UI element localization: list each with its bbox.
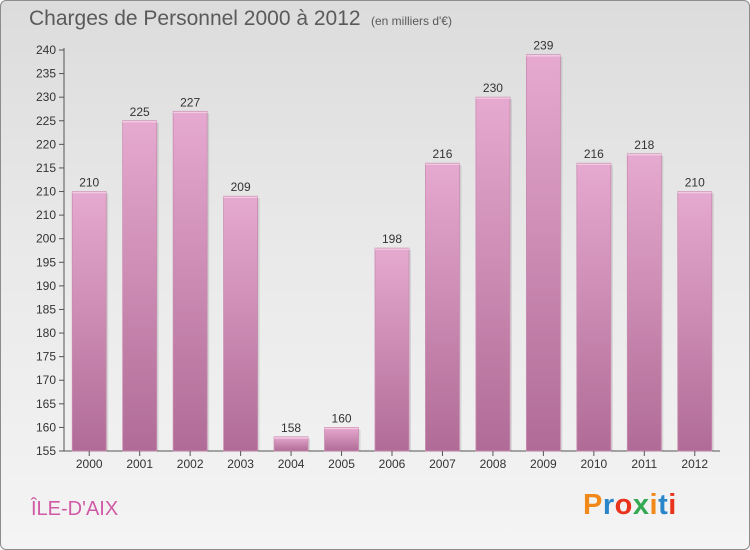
bar	[122, 120, 158, 452]
x-tick-label: 2003	[227, 457, 254, 471]
x-tick-label: 2007	[429, 457, 456, 471]
y-tick-label: 185	[36, 302, 56, 316]
x-tick-label: 2000	[76, 457, 103, 471]
bar	[475, 96, 511, 452]
y-tick-label: 190	[36, 279, 56, 293]
logo-letter: t	[658, 489, 669, 521]
bar	[425, 162, 460, 452]
x-tick-label: 2004	[278, 457, 305, 471]
x-tick-label: 2001	[126, 457, 153, 471]
y-tick-label: 240	[36, 43, 56, 57]
bar	[273, 436, 309, 452]
y-tick-label: 165	[36, 397, 56, 411]
y-tick-label: 230	[36, 90, 56, 104]
y-tick-label: 235	[36, 67, 56, 81]
data-label: 160	[332, 411, 352, 425]
y-tick-label: 170	[36, 373, 56, 387]
logo-letter: i	[649, 489, 659, 521]
data-label: 216	[432, 147, 452, 161]
logo-letter: o	[614, 489, 633, 521]
data-label: 239	[533, 39, 553, 53]
data-label: 209	[231, 180, 251, 194]
data-label: 230	[483, 81, 503, 95]
chart-subtitle: (en milliers d'€)	[371, 14, 452, 28]
bar	[71, 191, 107, 452]
y-tick-label: 225	[36, 114, 56, 128]
data-label: 216	[584, 147, 604, 161]
data-label: 210	[79, 176, 99, 190]
bar	[324, 427, 359, 452]
x-tick-label: 2010	[580, 457, 607, 471]
logo-letter: P	[583, 489, 603, 521]
x-tick-label: 2012	[681, 457, 708, 471]
logo-letter: x	[632, 489, 650, 521]
proxiti-logo: Proxiti	[583, 489, 677, 522]
x-tick-label: 2008	[480, 457, 507, 471]
x-tick-label: 2002	[177, 457, 204, 471]
bar	[525, 54, 561, 452]
x-tick-label: 2011	[631, 457, 657, 471]
bar	[626, 153, 662, 452]
y-tick-label: 220	[36, 137, 56, 151]
logo-letter: i	[668, 489, 677, 521]
bar	[374, 247, 410, 452]
y-tick-label: 210	[36, 208, 56, 222]
bar	[223, 195, 259, 452]
y-tick-label: 200	[36, 232, 56, 246]
data-label: 225	[130, 105, 150, 119]
data-label: 158	[281, 421, 301, 435]
chart-title: Charges de Personnel 2000 à 2012	[29, 7, 361, 30]
data-label: 210	[685, 176, 705, 190]
y-tick-label: 195	[36, 255, 56, 269]
logo-letter: r	[602, 489, 615, 521]
bar	[576, 162, 612, 452]
data-label: 227	[180, 95, 200, 109]
y-tick-label: 210	[36, 185, 56, 199]
x-tick-label: 2005	[328, 457, 355, 471]
data-label: 218	[634, 138, 654, 152]
x-tick-label: 2006	[379, 457, 406, 471]
bar	[172, 110, 208, 452]
x-tick-label: 2009	[530, 457, 557, 471]
bar	[677, 191, 713, 452]
y-tick-label: 175	[36, 350, 56, 364]
data-label: 198	[382, 232, 402, 246]
y-tick-label: 215	[36, 161, 56, 175]
y-tick-label: 155	[36, 444, 56, 458]
commune-name: ÎLE-D'AIX	[31, 498, 119, 520]
y-tick-label: 180	[36, 326, 56, 340]
y-tick-label: 160	[36, 420, 56, 434]
